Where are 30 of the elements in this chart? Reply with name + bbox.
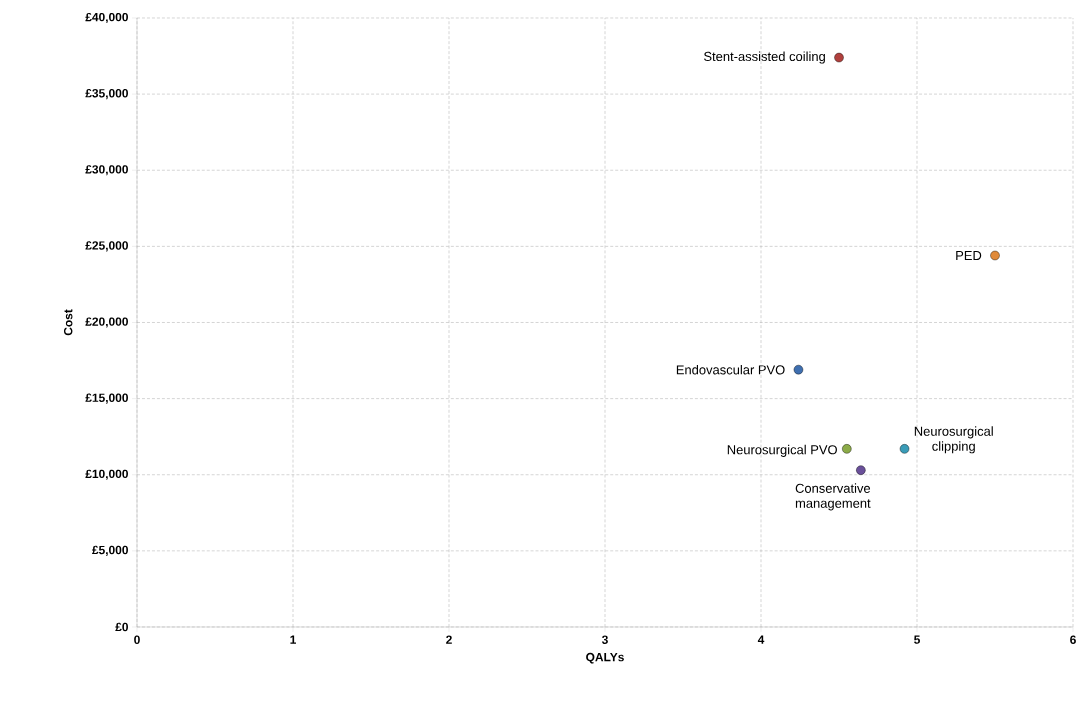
y-tick-label: £30,000: [85, 165, 128, 176]
y-tick-label: £0: [115, 622, 128, 632]
y-axis-title: Cost: [63, 309, 73, 336]
x-tick-label: 2: [446, 635, 452, 644]
series-label: Neurosurgical clipping: [914, 426, 993, 454]
series-label: Conservative management: [795, 483, 871, 511]
y-tick-label: £40,000: [85, 12, 128, 24]
y-tick-label: £35,000: [85, 89, 128, 100]
x-tick-label: 6: [1070, 635, 1076, 644]
point: [793, 364, 804, 375]
series-label: Neurosurgical PVO: [727, 444, 837, 457]
series-label: Stent-assisted coiling: [704, 51, 825, 64]
x-tick-label: 5: [914, 635, 920, 644]
x-tick-label: 1: [290, 635, 296, 644]
y-tick-label: £25,000: [85, 241, 128, 252]
series-label: PED: [956, 251, 982, 260]
point: [899, 444, 910, 454]
y-tick-label: £20,000: [85, 317, 128, 328]
y-tick-label: £5,000: [92, 545, 128, 556]
point: [842, 444, 852, 454]
x-tick-label: 0: [134, 635, 140, 644]
x-tick-label: 3: [601, 635, 608, 644]
y-tick-label: £10,000: [85, 469, 128, 480]
point: [834, 52, 844, 63]
series-label: Endovascular PVO: [676, 364, 785, 375]
y-tick-label: £15,000: [85, 393, 128, 404]
point: [990, 250, 1000, 261]
x-axis-title: QALYs: [586, 652, 624, 664]
x-tick-label: 4: [757, 635, 765, 644]
point: [856, 465, 866, 475]
